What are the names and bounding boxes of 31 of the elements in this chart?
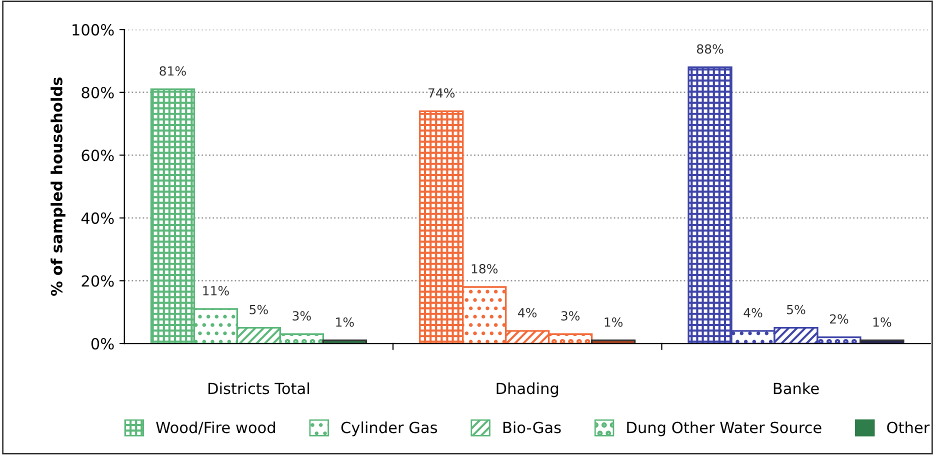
- text: 1%: [604, 317, 623, 327]
- text: 2%: [830, 314, 848, 324]
- y-tick-label: 100%: [72, 24, 114, 36]
- text: 88%: [696, 44, 724, 54]
- text: 18%: [472, 264, 498, 274]
- text: 1%: [873, 317, 892, 327]
- text: 4%: [518, 308, 537, 318]
- x-tick-label: Dhading: [496, 382, 558, 398]
- text: 3%: [561, 311, 580, 321]
- legend-label: Bio-Gas: [503, 421, 561, 434]
- text: 4%: [744, 308, 762, 318]
- text: 5%: [250, 304, 268, 314]
- y-tick-label: 20%: [82, 275, 114, 287]
- bar: [860, 340, 904, 344]
- text: 3%: [292, 311, 311, 321]
- x-tick-label: Districts Total: [208, 382, 309, 394]
- y-tick-label: 60%: [82, 150, 114, 162]
- text: 1%: [336, 317, 354, 327]
- text: 81%: [160, 66, 186, 76]
- text: 74%: [428, 88, 455, 98]
- text: 5%: [787, 304, 806, 314]
- legend-label: Cylinder Gas: [341, 421, 438, 436]
- x-tick-label: Banke: [774, 382, 819, 394]
- text: 11%: [203, 286, 229, 296]
- legend-label: Dung Other Water Source: [627, 421, 822, 436]
- y-tick-label: 0%: [91, 338, 114, 350]
- y-tick-label: 40%: [81, 212, 114, 224]
- legend-label: Wood/Fire wood: [156, 421, 275, 434]
- legend-label: Other: [887, 421, 930, 434]
- y-tick-label: 80%: [82, 86, 114, 98]
- y-axis-title: % of sampled households: [50, 78, 66, 296]
